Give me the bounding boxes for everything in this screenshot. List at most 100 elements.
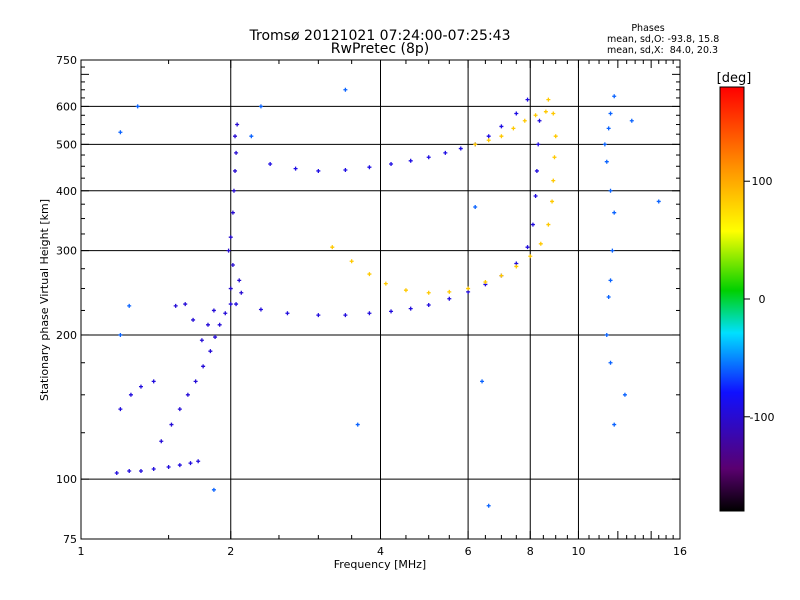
echo-point-o-mode-cusp-at-2-mhz (228, 235, 233, 240)
colorbar-tick-label: -100 (750, 411, 775, 424)
echo-point-o-mode-f1-rise (208, 349, 213, 354)
echo-point-o-mode-upper-echo (443, 150, 448, 155)
echo-point-o-mode-f1-rise (228, 302, 233, 307)
echo-point-o-mode-e-trace (138, 468, 143, 473)
echo-point-o-mode-f2-trace (258, 307, 263, 312)
echo-point-x-mode-upper-echo (511, 126, 516, 131)
echo-point-x-mode-upper-echo (499, 134, 504, 139)
x-tick-label: 16 (673, 545, 687, 558)
echo-point-x-mode-f2-trace (551, 111, 556, 116)
echo-point-o-mode-e-trace (177, 463, 182, 468)
x-tick-label: 6 (465, 545, 472, 558)
echo-points (114, 87, 661, 508)
echo-point-o-mode-f2-trace (536, 142, 541, 147)
echo-point-scattered-echoes (608, 360, 613, 365)
echo-point-o-mode-f2-trace (316, 313, 321, 318)
echo-point-o-mode-cusp-at-2-mhz (226, 248, 231, 253)
echo-point-o-mode-upper-echo (316, 168, 321, 173)
echo-point-x-mode-f2-trace (367, 272, 372, 277)
echo-point-x-mode-f2-trace (546, 222, 551, 227)
y-tick-label: 200 (56, 329, 77, 342)
echo-point-o-mode-f2-trace (466, 289, 471, 294)
x-tick-label: 8 (527, 545, 534, 558)
echo-point-o-mode-e-trace (114, 471, 119, 476)
echo-point-o-mode-f2-trace (426, 302, 431, 307)
echo-point-o-mode-f1-rise (213, 335, 218, 340)
y-tick-label: 500 (56, 138, 77, 151)
echo-point-scattered-echoes (612, 210, 617, 215)
y-tick-label: 300 (56, 245, 77, 258)
echo-point-o-mode-f2-trace (408, 306, 413, 311)
echo-point-o-mode-cusp-at-2-mhz (234, 150, 239, 155)
phases-heading: Phases (631, 23, 664, 34)
echo-point-x-mode-f2-trace (553, 134, 558, 139)
y-tick-label: 100 (56, 473, 77, 486)
echo-point-scattered-echoes (602, 142, 607, 147)
echo-point-x-mode-f2-trace (538, 241, 543, 246)
echo-point-o-mode-cusp-at-2-mhz (231, 188, 236, 193)
echo-point-scattered-echoes (612, 422, 617, 427)
echo-point-o-mode-cusp-at-2-mhz (235, 122, 240, 127)
echo-point-o-mode-e-trace (188, 461, 193, 466)
echo-point-o-mode-f1-rise (205, 322, 210, 327)
echo-point-o-mode-upper-echo (499, 124, 504, 129)
echo-point-x-mode-upper-echo (522, 118, 527, 123)
grid-lines (81, 60, 680, 539)
echo-point-o-mode-f2-trace (343, 313, 348, 318)
echo-point-o-mode-upper-echo (268, 161, 273, 166)
phases-stats-x: mean, sd,X: 84.0, 20.3 (607, 45, 718, 56)
echo-point-o-mode-upper-echo (343, 167, 348, 172)
echo-point-scattered-echoes (610, 248, 615, 253)
echo-point-o-mode-f1-rise (193, 379, 198, 384)
echo-point-o-mode-f1-rise (199, 338, 204, 343)
echo-point-o-mode-cusp-at-2-mhz (230, 262, 235, 267)
echo-point-x-mode-f2-trace (546, 97, 551, 102)
echo-point-scattered-echoes (343, 87, 348, 92)
echo-point-scattered-echoes (656, 199, 661, 204)
echo-point-scattered-echoes (211, 487, 216, 492)
echo-point-x-mode-upper-echo (486, 138, 491, 143)
echo-point-scattered-echoes (127, 303, 132, 308)
echo-point-o-mode-f2-trace (537, 118, 542, 123)
x-tick-label: 10 (571, 545, 585, 558)
echo-point-x-mode-upper-echo (533, 113, 538, 118)
echo-point-o-mode-f1-rise (173, 303, 178, 308)
echo-point-o-mode-upper-echo (458, 146, 463, 151)
y-tick-label: 750 (56, 54, 77, 67)
echo-point-o-mode-f2-trace (447, 296, 452, 301)
y-tick-label: 600 (56, 100, 77, 113)
echo-point-o-mode-cusp-at-2-mhz (233, 168, 238, 173)
echo-point-o-mode-f1-rise (201, 364, 206, 369)
phases-stats-o: mean, sd,O: -93.8, 15.8 (607, 34, 719, 45)
echo-point-scattered-echoes (604, 332, 609, 337)
echo-point-o-mode-upper-echo (486, 134, 491, 139)
echo-point-x-mode-f2-trace (483, 279, 488, 284)
echo-point-scattered-echoes (608, 188, 613, 193)
echo-point-o-mode-e-trace (196, 459, 201, 464)
colorbar-tick-label: 100 (752, 175, 773, 188)
y-axis-label: Stationary phase Virtual Height [km] (38, 199, 51, 401)
echo-point-o-mode-cusp-at-2-mhz (237, 278, 242, 283)
echo-point-o-mode-upper-echo (525, 97, 530, 102)
y-tick-label: 400 (56, 185, 77, 198)
echo-point-x-mode-f2-trace (528, 254, 533, 259)
echo-point-scattered-echoes (135, 104, 140, 109)
echo-point-o-mode-f1-rise (185, 392, 190, 397)
echo-point-o-mode-f2-trace (530, 222, 535, 227)
x-tick-label: 1 (78, 545, 85, 558)
echo-point-x-mode-f2-trace (499, 273, 504, 278)
echo-point-scattered-echoes (480, 379, 485, 384)
echo-point-x-mode-upper-echo (473, 142, 478, 147)
echo-point-x-mode-f2-trace (466, 286, 471, 291)
colorbar (719, 86, 745, 512)
echo-point-o-mode-f2-trace (389, 309, 394, 314)
x-tick-labels: 1 2 4 6 8 10 16 (78, 545, 688, 558)
echo-point-o-mode-f1-rise (211, 308, 216, 313)
echo-point-o-mode-e-trace (127, 468, 132, 473)
x-axis-label: Frequency [MHz] (334, 558, 426, 571)
echo-point-o-mode-f1-rise (217, 322, 222, 327)
echo-point-o-mode-f2-trace (285, 311, 290, 316)
echo-point-o-mode-f1-rise (223, 311, 228, 316)
x-tick-label: 4 (377, 545, 384, 558)
